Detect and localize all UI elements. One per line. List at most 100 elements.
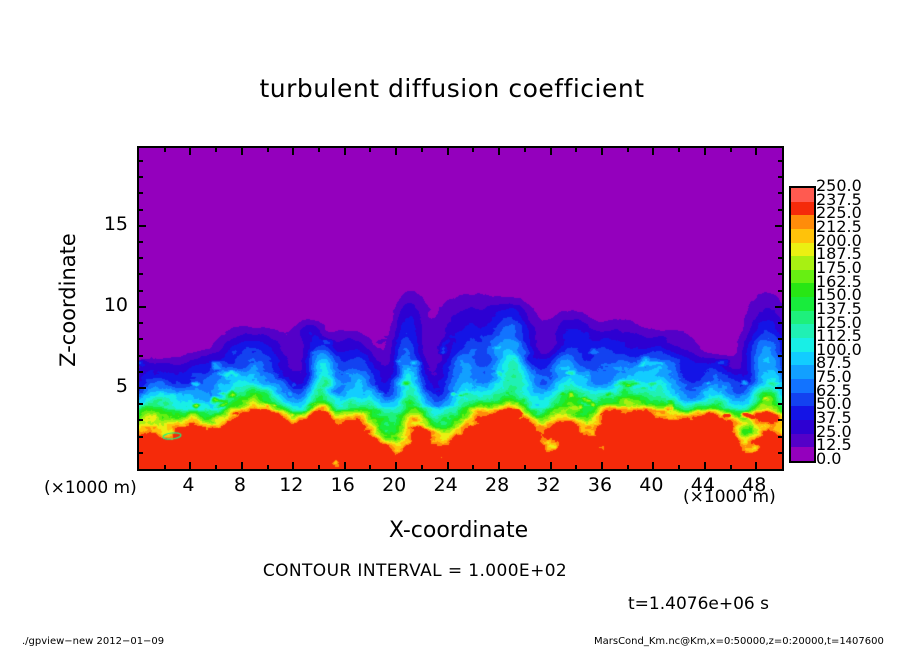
y-tick-right [778, 208, 782, 211]
colorbar-band [791, 269, 814, 284]
x-tick [652, 462, 655, 469]
x-tick [575, 465, 578, 469]
x-tick [472, 465, 475, 469]
x-tick [318, 465, 321, 469]
plot-area [137, 146, 784, 471]
x-tick-label: 4 [182, 474, 195, 496]
x-tick-label: 8 [233, 474, 246, 496]
y-tick-right [778, 257, 782, 260]
y-tick-right [778, 289, 782, 292]
x-tick [446, 462, 449, 469]
colorbar-label: 25.0 [816, 421, 852, 441]
x-tick-top [395, 148, 398, 155]
x-tick [292, 462, 295, 469]
y-axis-units: (×1000 m) [44, 478, 137, 498]
x-tick-top [755, 148, 758, 155]
x-tick-label: 32 [536, 474, 561, 496]
x-tick-label: 20 [382, 474, 407, 496]
colorbar-labels: 250.0 237.5 225.0 212.5 200.0 187.5 175.0 162.5… [816, 176, 896, 470]
x-tick [549, 462, 552, 469]
x-tick [498, 462, 501, 469]
colorbar-label: 125.0 [816, 312, 862, 332]
y-tick [139, 322, 143, 325]
y-tick [139, 338, 143, 341]
colorbar-band [791, 392, 814, 407]
x-tick-top [549, 148, 552, 155]
y-axis-title: Z-coordinate [56, 233, 80, 367]
x-tick-label: 24 [433, 474, 458, 496]
y-tick-right [778, 176, 782, 179]
colorbar-label: 200.0 [816, 230, 862, 250]
colorbar-band [791, 187, 814, 202]
x-tick [343, 462, 346, 469]
x-tick-top [652, 148, 655, 155]
colorbar-label: 112.5 [816, 326, 862, 346]
y-tick [139, 257, 143, 260]
x-tick [163, 465, 166, 469]
y-tick [139, 176, 143, 179]
y-tick-right [775, 224, 782, 227]
x-tick-top [446, 148, 449, 155]
y-tick-label: 10 [103, 293, 128, 316]
y-tick-right [775, 386, 782, 389]
x-tick-label: 48 [742, 474, 767, 496]
colorbar-label: 150.0 [816, 285, 862, 305]
colorbar-label: 187.5 [816, 244, 862, 264]
x-tick-top [729, 148, 732, 152]
colorbar-label: 162.5 [816, 271, 862, 291]
y-tick [139, 419, 143, 422]
colorbar-label: 12.5 [816, 435, 852, 455]
x-tick-top [369, 148, 372, 152]
x-tick-top [600, 148, 603, 155]
colorbar-band [791, 433, 814, 448]
colorbar-band [791, 351, 814, 366]
x-tick [523, 465, 526, 469]
y-tick [139, 273, 143, 276]
footer-command: ./gpview−new 2012−01−09 [22, 636, 165, 647]
x-tick-top [703, 148, 706, 155]
page-title: turbulent diffusion coefficient [259, 74, 645, 103]
colorbar-band [791, 365, 814, 380]
colorbar-band [791, 215, 814, 229]
colorbar-band [791, 338, 814, 352]
colorbar-label: 75.0 [816, 367, 852, 387]
x-tick [755, 462, 758, 469]
x-tick [395, 462, 398, 469]
colorbar-band [791, 242, 814, 257]
x-tick-top [420, 148, 423, 152]
x-tick-label: 12 [279, 474, 304, 496]
x-tick-label: 28 [484, 474, 510, 496]
y-tick [139, 386, 146, 389]
y-tick [139, 289, 143, 292]
x-tick-top [163, 148, 166, 152]
x-tick [678, 465, 681, 469]
y-tick [139, 370, 143, 373]
x-tick-top [240, 148, 243, 155]
y-tick-right [778, 354, 782, 357]
y-tick [139, 208, 143, 211]
x-tick [215, 465, 218, 469]
colorbar-label: 175.0 [816, 257, 862, 277]
x-tick-label: 16 [330, 474, 355, 496]
colorbar-label: 250.0 [816, 176, 862, 195]
colorbar-label: 212.5 [816, 216, 862, 236]
y-tick [139, 241, 143, 244]
y-tick-right [778, 159, 782, 162]
x-tick-top [292, 148, 295, 155]
x-tick-top [266, 148, 269, 152]
x-tick-top [575, 148, 578, 152]
heatmap-canvas [139, 148, 782, 469]
y-tick-right [778, 403, 782, 406]
x-tick-top [678, 148, 681, 152]
colorbar-band [791, 297, 814, 311]
footer-source: MarsCond_Km.nc@Km,x=0:50000,z=0:20000,t=… [594, 636, 884, 647]
y-tick-right [778, 241, 782, 244]
x-tick [420, 465, 423, 469]
colorbar-label: 62.5 [816, 380, 852, 400]
y-tick-right [778, 192, 782, 195]
colorbar-band [791, 420, 814, 434]
colorbar-band [791, 447, 814, 461]
y-tick [139, 224, 146, 227]
x-tick-label: 44 [690, 474, 715, 496]
x-tick [369, 465, 372, 469]
